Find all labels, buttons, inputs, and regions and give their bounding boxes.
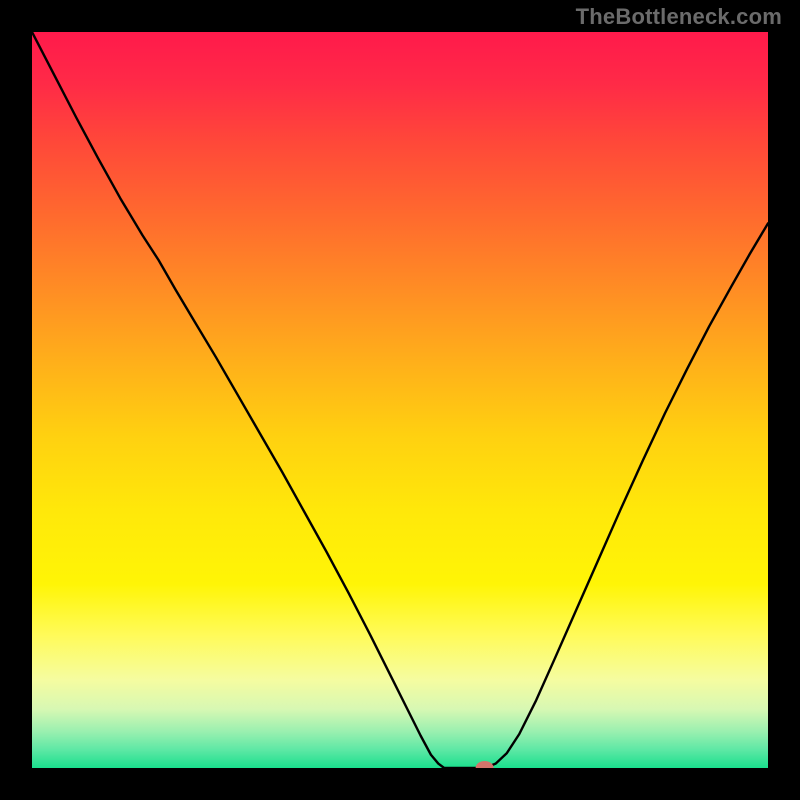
chart-plot-area [32, 32, 768, 768]
gradient-background [32, 32, 768, 768]
watermark-text: TheBottleneck.com [576, 4, 782, 30]
bottleneck-curve-chart [32, 32, 768, 768]
